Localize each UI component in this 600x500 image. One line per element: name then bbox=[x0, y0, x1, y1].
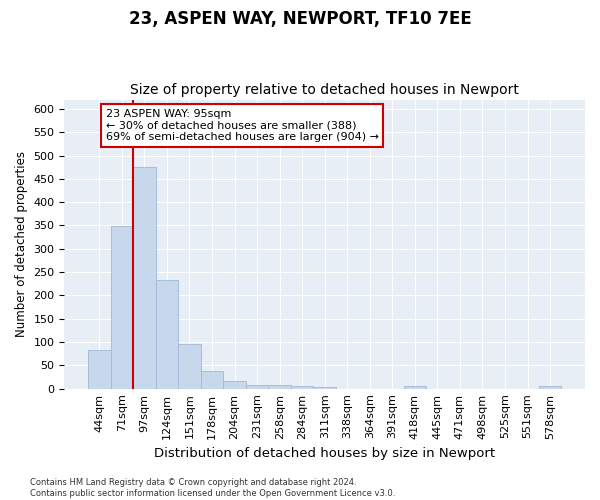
Title: Size of property relative to detached houses in Newport: Size of property relative to detached ho… bbox=[130, 83, 519, 97]
Bar bbox=[313, 387, 336, 388]
X-axis label: Distribution of detached houses by size in Newport: Distribution of detached houses by size … bbox=[154, 447, 495, 460]
Text: 23 ASPEN WAY: 95sqm
← 30% of detached houses are smaller (388)
69% of semi-detac: 23 ASPEN WAY: 95sqm ← 30% of detached ho… bbox=[106, 109, 379, 142]
Bar bbox=[133, 166, 155, 388]
Text: 23, ASPEN WAY, NEWPORT, TF10 7EE: 23, ASPEN WAY, NEWPORT, TF10 7EE bbox=[128, 10, 472, 28]
Bar bbox=[404, 386, 426, 388]
Bar bbox=[223, 381, 246, 388]
Y-axis label: Number of detached properties: Number of detached properties bbox=[15, 151, 28, 337]
Bar bbox=[201, 372, 223, 388]
Bar bbox=[178, 344, 201, 389]
Bar bbox=[246, 385, 268, 388]
Bar bbox=[539, 386, 562, 388]
Bar bbox=[110, 226, 133, 388]
Bar bbox=[155, 280, 178, 388]
Bar bbox=[268, 385, 291, 388]
Text: Contains HM Land Registry data © Crown copyright and database right 2024.
Contai: Contains HM Land Registry data © Crown c… bbox=[30, 478, 395, 498]
Bar bbox=[88, 350, 110, 389]
Bar bbox=[291, 386, 313, 388]
